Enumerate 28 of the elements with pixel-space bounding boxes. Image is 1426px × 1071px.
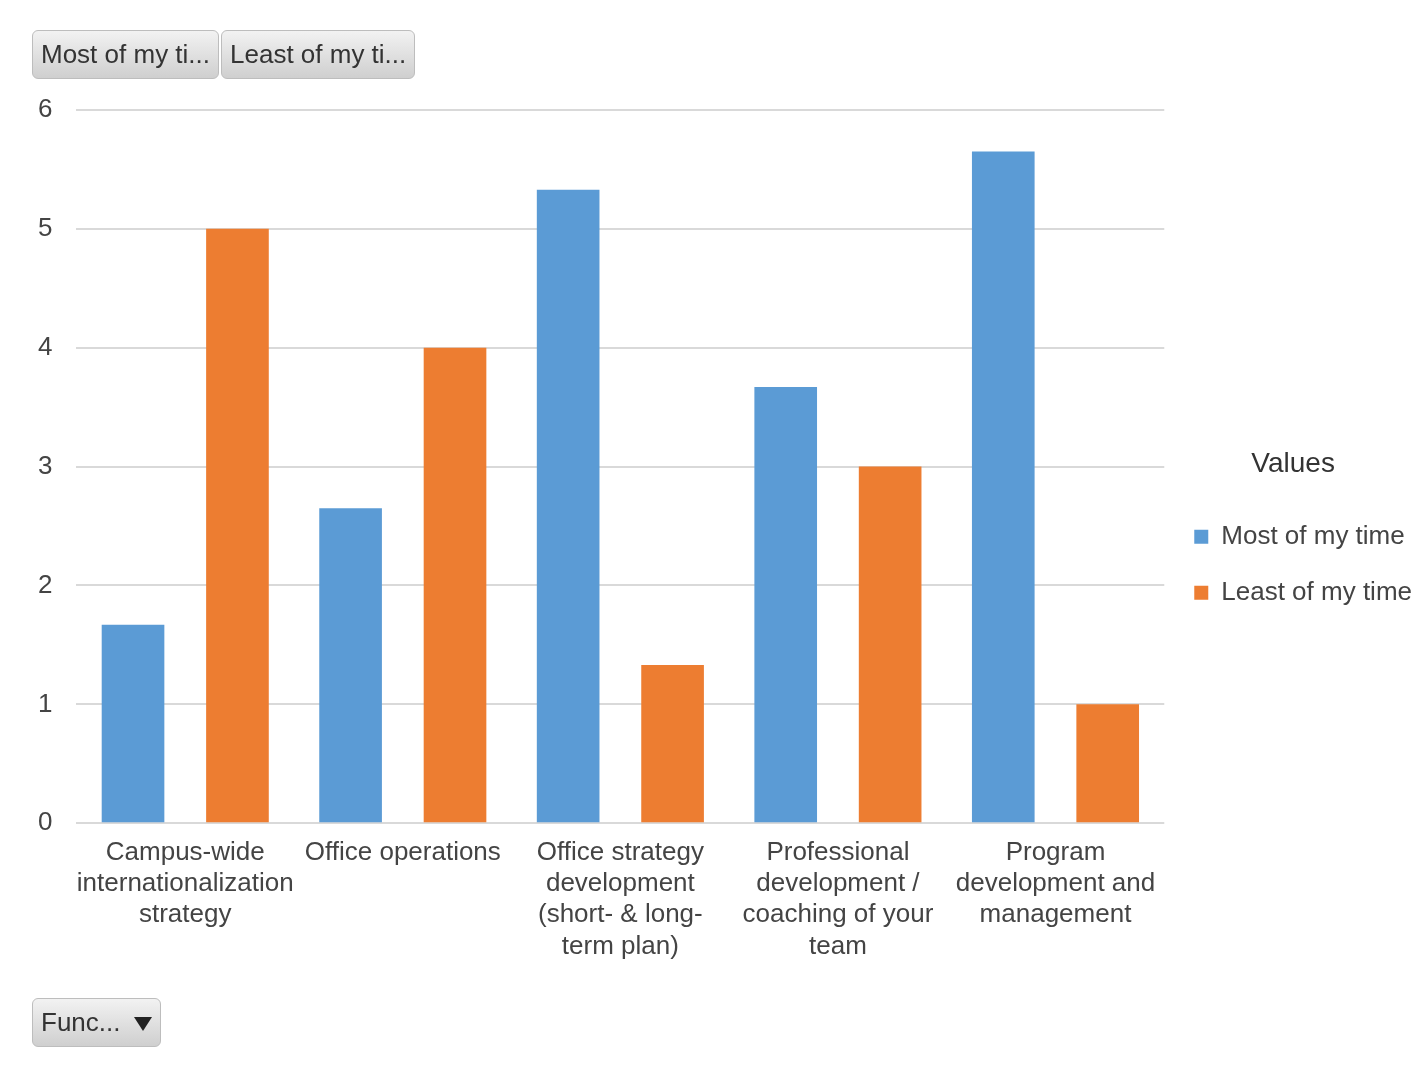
bar (423, 347, 487, 823)
bar (754, 386, 818, 823)
x-tick-label: Office strategy development (short- & long- term plan) (536, 835, 704, 960)
y-tick-label: 0 (37, 806, 53, 837)
bar (319, 508, 382, 823)
bar (641, 665, 704, 823)
y-tick-label: 6 (37, 93, 53, 124)
y-tick-label: 5 (37, 212, 53, 243)
text: Least of my ti... (221, 30, 416, 79)
y-tick-label: 2 (37, 568, 53, 599)
text: Func... (32, 998, 162, 1047)
bar (101, 624, 165, 823)
legend-label: Most of my time (1221, 519, 1405, 550)
y-tick-label: 4 (37, 330, 53, 361)
bar (858, 466, 922, 823)
legend-label: Least of my time (1221, 575, 1412, 606)
x-tick-label: Program development and management (955, 835, 1156, 929)
bar (1076, 704, 1140, 823)
bar (971, 151, 1035, 823)
bar (206, 228, 269, 823)
x-tick-label: Office operations (304, 835, 501, 866)
text: Most of my ti... (32, 30, 220, 79)
legend-title: Values (1251, 446, 1335, 478)
y-tick-label: 3 (37, 449, 53, 480)
y-tick-label: 1 (37, 687, 53, 718)
x-tick-label: Campus-wide internationalization strategy (76, 835, 294, 929)
x-tick-label: Professional development / coaching of your team (742, 835, 934, 960)
bar (536, 189, 600, 823)
